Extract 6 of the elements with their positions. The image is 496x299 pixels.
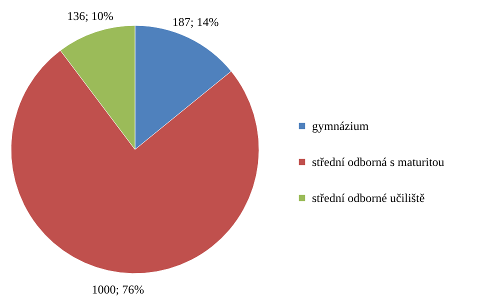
- legend-label: gymnázium: [312, 119, 370, 133]
- data-label: 136; 10%: [67, 8, 114, 23]
- data-label: 1000; 76%: [92, 282, 144, 296]
- legend-label: střední odborná s maturitou: [312, 155, 444, 169]
- legend-label: střední odborné učiliště: [312, 191, 425, 205]
- data-label: 187; 14%: [172, 15, 219, 30]
